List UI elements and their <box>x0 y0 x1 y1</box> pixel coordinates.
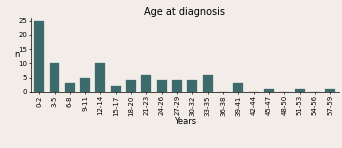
Bar <box>325 89 335 92</box>
Bar <box>80 78 90 92</box>
X-axis label: Years: Years <box>174 117 196 126</box>
Bar <box>142 75 152 92</box>
Bar <box>65 83 75 92</box>
Title: Age at diagnosis: Age at diagnosis <box>144 7 225 17</box>
Bar <box>95 63 105 92</box>
Bar <box>50 63 60 92</box>
Bar <box>294 89 304 92</box>
Bar <box>111 86 121 92</box>
Bar <box>264 89 274 92</box>
Bar <box>34 21 44 92</box>
Bar <box>157 80 167 92</box>
Bar <box>187 80 197 92</box>
Bar <box>203 75 213 92</box>
Bar <box>233 83 243 92</box>
Bar <box>172 80 182 92</box>
Y-axis label: n: n <box>14 50 19 59</box>
Bar <box>126 80 136 92</box>
